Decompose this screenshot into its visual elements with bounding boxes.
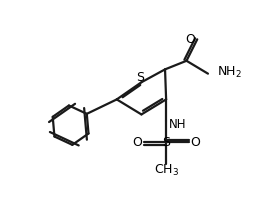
Text: NH$_2$: NH$_2$ — [217, 65, 242, 80]
Text: O: O — [185, 33, 195, 46]
Text: NH: NH — [169, 118, 186, 131]
Text: S: S — [136, 71, 144, 84]
Text: O: O — [190, 136, 200, 149]
Text: CH$_3$: CH$_3$ — [154, 163, 179, 178]
Text: S: S — [162, 136, 170, 149]
Text: O: O — [132, 136, 142, 149]
